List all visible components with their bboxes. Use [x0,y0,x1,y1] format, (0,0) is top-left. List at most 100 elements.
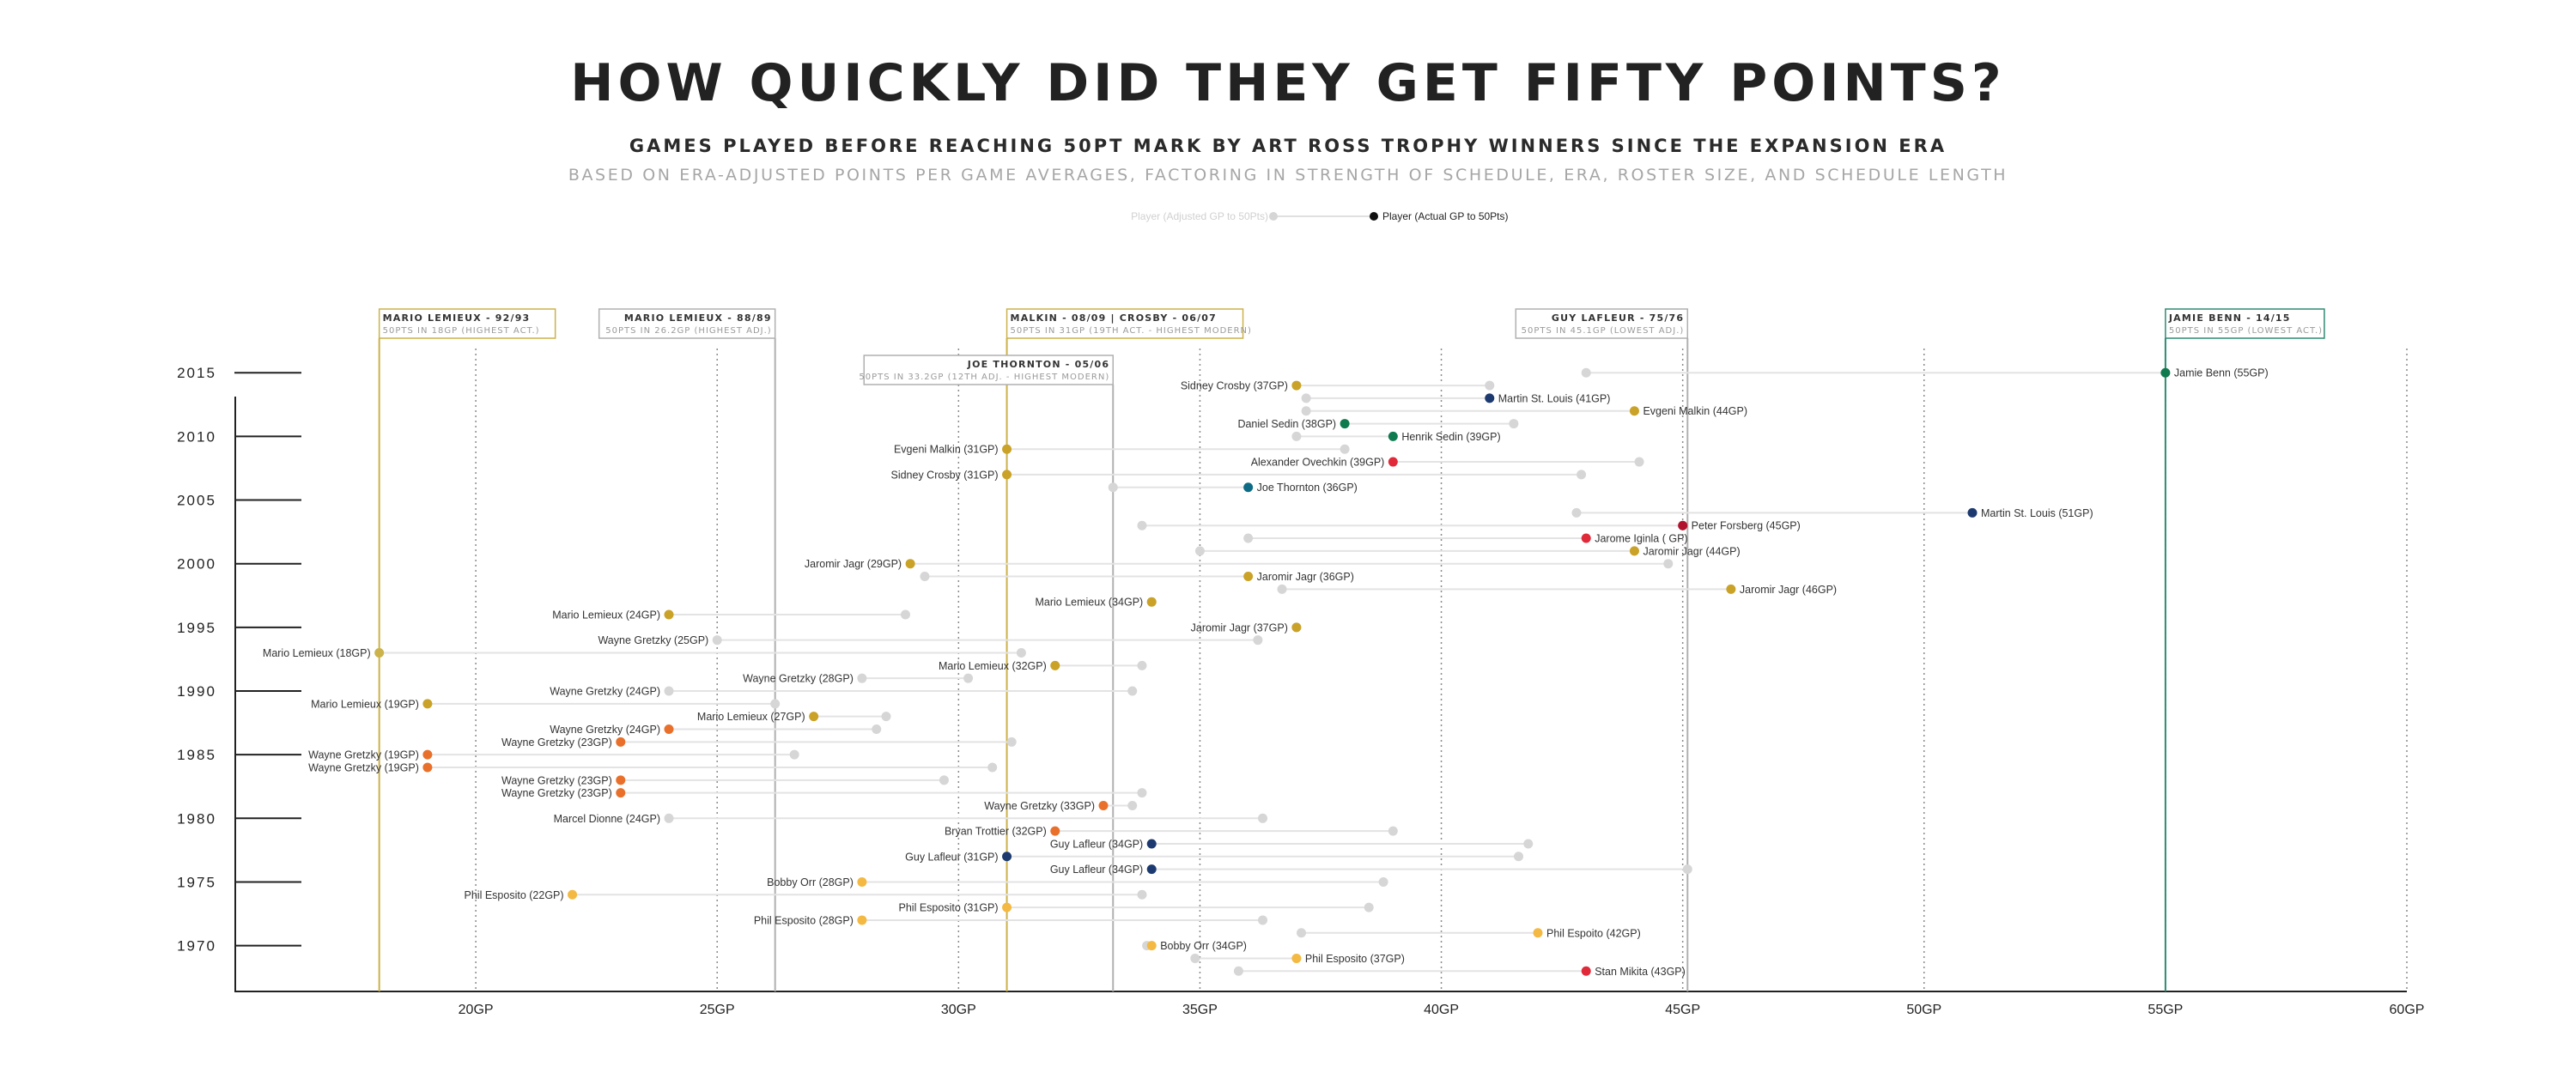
actual-marker [1146,941,1157,951]
actual-marker [1388,431,1398,441]
point-label: Wayne Gretzky (23GP) [501,774,612,786]
actual-marker [664,724,674,734]
actual-marker [664,813,674,823]
chart-subtitle: GAMES PLAYED BEFORE REACHING 50PT MARK B… [629,136,1947,156]
y-tick-label: 1970 [177,938,216,955]
point-label: Mario Lemieux (19GP) [311,698,419,710]
annotation-box [378,308,556,339]
actual-marker [1340,419,1350,429]
adjusted-marker [1577,470,1587,480]
point-label: Alexander Ovechkin (39GP) [1251,457,1385,469]
annotation-subtitle: 50PTS IN 55GP (LOWEST ACT.) [2169,326,2323,336]
point-label: Wayne Gretzky (24GP) [550,686,660,698]
adjusted-marker [1253,635,1263,646]
point-label: Mario Lemieux (27GP) [697,711,805,723]
adjusted-marker [1127,686,1138,696]
actual-marker [857,673,867,683]
actual-marker [2160,367,2171,378]
actual-marker [616,788,626,798]
y-tick-label: 2015 [177,365,216,381]
adjusted-marker [872,724,882,734]
actual-marker [1098,800,1109,810]
actual-marker [1629,406,1639,416]
annotation-title: JOE THORNTON - 05/06 [967,359,1109,370]
chart-title: HOW QUICKLY DID THEY GET FIFTY POINTS? [570,53,2006,113]
x-tick-label: 50GP [1906,1003,1941,1017]
actual-marker [1243,572,1254,582]
adjusted-marker [1364,902,1374,912]
adjusted-marker [1509,419,1519,429]
point-label: Wayne Gretzky (19GP) [308,749,419,761]
adjusted-marker [900,609,910,620]
annotation-subtitle: 50PTS IN 18GP (HIGHEST ACT.) [383,326,540,336]
annotation-title: GUY LAFLEUR - 75/76 [1552,312,1684,324]
annotation-title: MALKIN - 08/09 | CROSBY - 06/07 [1011,312,1217,324]
x-tick-label: 25GP [700,1003,735,1017]
adjusted-marker [1190,953,1200,963]
adjusted-marker [963,673,974,683]
point-label: Phil Esposito (31GP) [899,902,999,914]
adjusted-marker [1127,800,1138,810]
adjusted-marker [1137,660,1147,670]
actual-marker [809,712,819,722]
point-label: Wayne Gretzky (28GP) [743,673,854,685]
legend-actual-label: Player (Actual GP to 50Pts) [1382,210,1509,222]
point-label: Wayne Gretzky (25GP) [598,634,708,646]
adjusted-marker [1016,648,1026,658]
annotation-title: MARIO LEMIEUX - 88/89 [624,312,772,324]
point-label: Jaromir Jagr (44GP) [1643,545,1740,557]
point-label: Sidney Crosby (31GP) [890,469,998,481]
actual-marker [1291,380,1302,391]
actual-marker [1291,953,1302,963]
point-label: Mario Lemieux (18GP) [263,647,371,659]
adjusted-marker [1233,966,1243,976]
adjusted-marker [987,762,998,773]
adjusted-marker [1301,393,1311,403]
adjusted-marker [1258,915,1268,925]
annotation-subtitle: 50PTS IN 31GP (19TH ACT. - HIGHEST MODER… [1011,326,1252,336]
point-label: Jaromir Jagr (37GP) [1191,621,1288,633]
legend-adjusted-marker [1269,212,1278,221]
adjusted-marker [1277,584,1287,594]
adjusted-marker [1485,380,1495,391]
actual-marker [1050,660,1060,670]
adjusted-marker [1243,533,1254,543]
x-tick-label: 55GP [2148,1003,2183,1017]
point-label: Joe Thornton (36GP) [1257,482,1358,494]
adjusted-marker [1194,546,1205,556]
point-label: Wayne Gretzky (33GP) [984,800,1095,812]
actual-marker [1678,520,1688,530]
actual-marker [664,686,674,696]
actual-marker [616,775,626,785]
actual-marker [664,609,674,620]
actual-marker [1002,852,1012,862]
point-label: Guy Lafleur (34GP) [1050,864,1143,876]
actual-marker [1726,584,1736,594]
adjusted-marker [939,775,949,785]
adjusted-marker [881,712,891,722]
actual-marker [1967,507,1978,518]
y-tick-label: 1975 [177,874,216,890]
y-tick-label: 1980 [177,810,216,827]
adjusted-marker [789,749,799,760]
point-label: Jarome Iginla ( GP) [1595,533,1687,545]
annotation-box [598,308,776,339]
actual-marker [857,876,867,887]
point-label: Bobby Orr (28GP) [767,876,854,888]
point-label: Daniel Sedin (38GP) [1237,418,1336,430]
actual-marker [1388,457,1398,467]
point-label: Bobby Orr (34GP) [1160,940,1247,952]
actual-marker [1581,533,1591,543]
adjusted-marker [1137,520,1147,530]
actual-marker [1581,966,1591,976]
annotation-title: JAMIE BENN - 14/15 [2168,312,2291,324]
annotation-subtitle: 50PTS IN 26.2GP (HIGHEST ADJ.) [605,326,771,336]
adjusted-marker [1301,406,1311,416]
adjusted-marker [920,572,930,582]
x-tick-label: 30GP [941,1003,976,1017]
actual-marker [422,762,433,773]
actual-marker [1291,622,1302,633]
point-label: Martin St. Louis (51GP) [1981,507,2093,519]
point-label: Guy Lafleur (34GP) [1050,838,1143,850]
y-tick-label: 2000 [177,556,216,573]
